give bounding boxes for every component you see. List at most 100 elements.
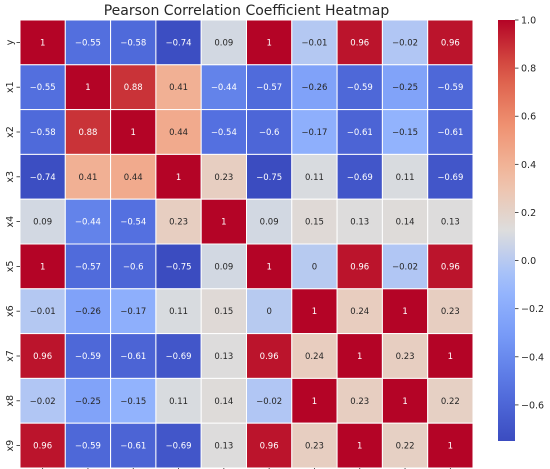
heatmap-cell bbox=[427, 64, 474, 111]
y-tick-label: x4 bbox=[5, 216, 16, 228]
cell-value-label: 1 bbox=[448, 442, 453, 452]
heatmap-cell bbox=[336, 288, 383, 335]
cell-value-label: −0.58 bbox=[30, 128, 56, 138]
chart-title: Pearson Correlation Coefficient Heatmap bbox=[104, 3, 390, 19]
heatmap-cell bbox=[155, 377, 202, 424]
heatmap-cell bbox=[110, 198, 157, 245]
cell-value-label: 0.13 bbox=[350, 218, 369, 228]
y-tick-label: x6 bbox=[5, 305, 16, 317]
cell-value-label: −0.25 bbox=[75, 397, 101, 407]
heatmap-cell bbox=[336, 64, 383, 111]
heatmap-cell bbox=[246, 243, 293, 290]
heatmap-cell bbox=[246, 333, 293, 379]
cell-value-label: −0.59 bbox=[75, 352, 101, 362]
cell-value-label: 0.23 bbox=[169, 218, 188, 228]
cell-value-label: 0.23 bbox=[305, 442, 324, 452]
cell-value-label: 0.88 bbox=[124, 83, 143, 93]
cell-value-label: 1 bbox=[40, 38, 45, 48]
cell-value-label: −0.69 bbox=[347, 173, 373, 183]
cell-value-label: 0.41 bbox=[169, 83, 188, 93]
colorbar-tick-label: 0.0 bbox=[521, 256, 536, 267]
cell-value-label: 1 bbox=[40, 262, 45, 272]
cell-value-label: −0.57 bbox=[75, 262, 101, 272]
heatmap-cell bbox=[64, 109, 112, 155]
cell-value-label: −0.61 bbox=[120, 352, 146, 362]
cell-value-label: 0.13 bbox=[214, 442, 233, 452]
y-tick-label: x7 bbox=[5, 350, 16, 362]
y-tick-label: x2 bbox=[5, 126, 16, 138]
cell-value-label: 0.11 bbox=[169, 397, 188, 407]
cell-value-label: 0.09 bbox=[33, 218, 52, 228]
cell-value-label: −0.02 bbox=[392, 262, 418, 272]
heatmap-cell bbox=[427, 153, 474, 200]
cell-value-label: −0.26 bbox=[301, 83, 327, 93]
cell-value-label: 0.15 bbox=[214, 307, 233, 317]
y-tick-label: x1 bbox=[5, 81, 16, 93]
cell-value-label: 0.23 bbox=[396, 352, 415, 362]
cell-value-label: −0.02 bbox=[392, 38, 418, 48]
cell-value-label: 0.13 bbox=[441, 218, 460, 228]
cell-value-label: 1 bbox=[85, 83, 90, 93]
heatmap-cell bbox=[336, 19, 383, 66]
heatmap-cells: 1 −0.55 −0.58 −0.74 0.09 1 −0.01 0.96 −0.02 0.96 −… bbox=[19, 19, 474, 469]
cell-value-label: 0.11 bbox=[305, 173, 324, 183]
cell-value-label: −0.15 bbox=[120, 397, 146, 407]
heatmap-cell bbox=[19, 422, 66, 469]
cell-value-label: 0.96 bbox=[33, 352, 52, 362]
colorbar-tick-label: −0.2 bbox=[521, 304, 544, 315]
heatmap-cell bbox=[381, 422, 429, 469]
cell-value-label: 1 bbox=[266, 38, 271, 48]
heatmap-cell bbox=[155, 243, 202, 290]
cell-value-label: 0.88 bbox=[78, 128, 97, 138]
cell-value-label: 0.22 bbox=[396, 442, 415, 452]
y-tick-label: x8 bbox=[5, 395, 16, 407]
cell-value-label: −0.25 bbox=[392, 83, 418, 93]
heatmap-cell bbox=[427, 377, 474, 424]
colorbar-tick-label: 1.0 bbox=[521, 16, 536, 27]
heatmap-cell bbox=[381, 64, 429, 111]
cell-value-label: 1 bbox=[131, 128, 136, 138]
cell-value-label: 1 bbox=[357, 442, 362, 452]
cell-value-label: −0.69 bbox=[437, 173, 463, 183]
heatmap-cell bbox=[291, 377, 338, 424]
cell-value-label: −0.59 bbox=[347, 83, 373, 93]
heatmap-cell bbox=[291, 288, 338, 335]
cell-value-label: 1 bbox=[402, 397, 407, 407]
cell-value-label: 0.14 bbox=[214, 397, 233, 407]
cell-value-label: −0.44 bbox=[211, 83, 237, 93]
heatmap-cell bbox=[291, 333, 338, 379]
cell-value-label: 0.23 bbox=[214, 173, 233, 183]
colorbar: 1.0 0.8 0.6 0.4 0.2 0.0 −0.2 −0.4 −0.6 bbox=[498, 16, 544, 441]
heatmap-cell bbox=[381, 333, 429, 379]
colorbar-tick-label: 0.4 bbox=[521, 160, 536, 171]
heatmap-cell bbox=[19, 109, 66, 155]
cell-value-label: 0.11 bbox=[169, 307, 188, 317]
cell-value-label: 1 bbox=[448, 352, 453, 362]
heatmap-cell bbox=[110, 243, 157, 290]
cell-value-label: 0.23 bbox=[350, 397, 369, 407]
heatmap-cell bbox=[155, 288, 202, 335]
cell-value-label: −0.55 bbox=[75, 38, 101, 48]
cell-value-label: 0.11 bbox=[396, 173, 415, 183]
heatmap-cell bbox=[291, 109, 338, 155]
cell-value-label: 0.09 bbox=[214, 262, 233, 272]
heatmap-cell bbox=[427, 422, 474, 469]
heatmap-cell bbox=[110, 333, 157, 379]
cell-value-label: 0.96 bbox=[350, 262, 369, 272]
cell-value-label: 1 bbox=[221, 218, 226, 228]
heatmap-cell bbox=[427, 198, 474, 245]
heatmap-cell bbox=[155, 64, 202, 111]
cell-value-label: 0.44 bbox=[169, 128, 188, 138]
heatmap-cell bbox=[19, 153, 66, 200]
cell-value-label: −0.58 bbox=[120, 38, 146, 48]
colorbar-tick-label: 0.8 bbox=[521, 64, 536, 75]
cell-value-label: 0.96 bbox=[260, 352, 279, 362]
cell-value-label: 0.14 bbox=[396, 218, 415, 228]
heatmap-cell bbox=[246, 198, 293, 245]
cell-value-label: −0.59 bbox=[75, 442, 101, 452]
heatmap-cell bbox=[246, 288, 293, 335]
heatmap-cell bbox=[19, 288, 66, 335]
heatmap-cell bbox=[19, 19, 66, 66]
cell-value-label: 0 bbox=[266, 307, 271, 317]
